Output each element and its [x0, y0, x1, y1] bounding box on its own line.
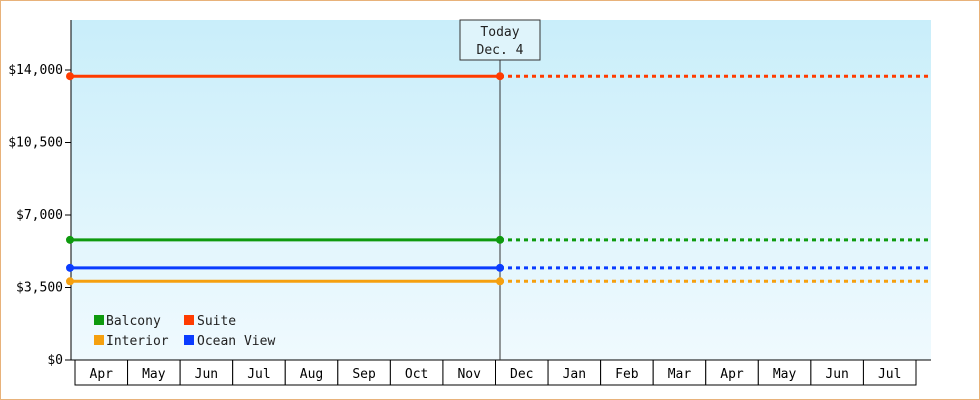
today-label-line1: Today — [480, 25, 519, 40]
x-tick-label-13: May — [773, 367, 797, 382]
x-cell-14 — [810, 359, 864, 386]
today-label-box — [459, 19, 541, 61]
legend-label-suite: Suite — [197, 314, 236, 329]
series-point-start-suite — [66, 72, 74, 81]
series-point-start-interior — [66, 277, 74, 286]
x-tick-label-10: Feb — [615, 367, 639, 382]
x-axis-labels: Apr May Jun Jul Aug Sep Oct Nov Dec Jan Feb Mar Apr M… — [90, 367, 902, 382]
x-tick-label-1: May — [142, 367, 166, 382]
x-tick-label-7: Nov — [457, 367, 481, 382]
series-point-today-suite — [496, 72, 504, 81]
legend-swatch-interior — [94, 335, 104, 345]
x-tick-label-8: Dec — [510, 367, 533, 382]
x-cell-10 — [600, 359, 654, 386]
x-tick-label-0: Apr — [90, 367, 114, 382]
legend: Balcony Suite Interior Ocean View — [94, 314, 275, 349]
legend-swatch-suite — [184, 315, 194, 325]
y-tick-label-3: $10,500 — [8, 136, 63, 151]
legend-label-balcony: Balcony — [106, 314, 161, 329]
y-tick-label-2: $7,000 — [16, 208, 63, 223]
series-point-today-ocean-view — [496, 263, 504, 272]
x-cell-4 — [284, 359, 339, 386]
y-axis-ticks: $0 $3,500 $7,000 $10,500 $14,000 — [8, 63, 71, 368]
x-cell-11 — [652, 359, 707, 386]
x-tick-label-5: Sep — [352, 367, 376, 382]
x-tick-label-9: Jan — [563, 367, 586, 382]
legend-swatch-balcony — [94, 315, 104, 325]
y-tick-label-4: $14,000 — [8, 63, 63, 78]
series-point-start-balcony — [66, 235, 74, 244]
series-layer — [66, 72, 932, 286]
x-cell-8 — [495, 359, 549, 386]
x-tick-label-4: Aug — [300, 367, 323, 382]
x-tick-label-3: Jul — [247, 367, 270, 382]
x-tick-label-6: Oct — [405, 367, 428, 382]
x-cell-0 — [74, 359, 129, 386]
today-label: Today Dec. 4 — [459, 19, 541, 61]
x-tick-label-2: Jun — [195, 367, 218, 382]
plot-background — [71, 20, 931, 360]
legend-label-ocean-view: Ocean View — [197, 334, 275, 349]
x-tick-label-15: Jul — [878, 367, 901, 382]
x-cell-15 — [862, 359, 917, 386]
y-tick-label-1: $3,500 — [16, 281, 63, 296]
x-tick-label-12: Apr — [720, 367, 744, 382]
x-tick-label-11: Mar — [668, 367, 692, 382]
series-point-start-ocean-view — [66, 263, 74, 272]
x-cell-7 — [442, 359, 496, 386]
x-cell-6 — [389, 359, 444, 386]
x-cell-3 — [232, 359, 286, 386]
y-tick-label-0: $0 — [47, 353, 63, 368]
today-label-line2: Dec. 4 — [477, 43, 524, 58]
legend-label-interior: Interior — [106, 334, 169, 349]
legend-swatch-ocean-view — [184, 335, 194, 345]
x-cell-5 — [337, 359, 391, 386]
series-point-today-balcony — [496, 235, 504, 244]
x-tick-label-14: Jun — [825, 367, 848, 382]
series-point-today-interior — [496, 277, 504, 286]
